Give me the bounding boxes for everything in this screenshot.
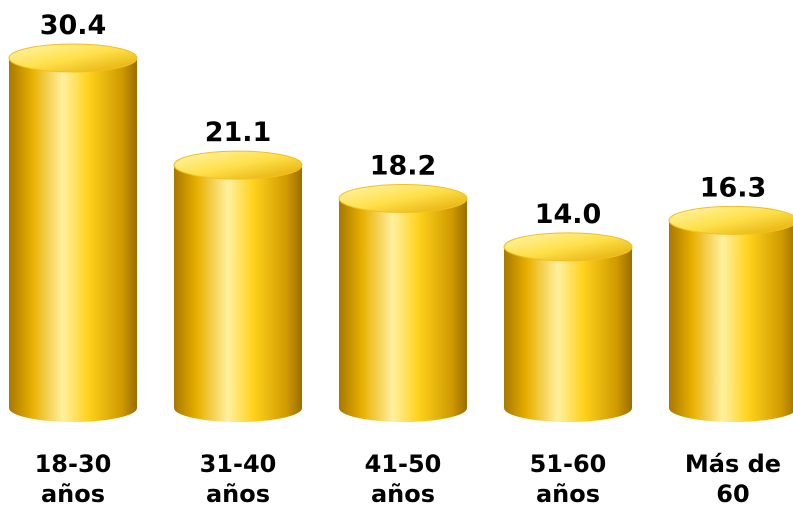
category-label-4-line-0: Más de [685,450,781,478]
category-label-1-line-1: años [206,480,270,506]
bar-top-2 [338,183,468,213]
data-label-2: 18.2 [370,150,437,181]
category-label-2-line-1: años [371,480,435,506]
category-label-3-line-1: años [536,480,600,506]
bar-4 [669,220,793,422]
category-label-3-line-0: 51-60 [530,450,607,478]
bar-top-0 [8,43,138,73]
category-label-4-line-1: 60 [716,480,749,506]
bar-top-1 [173,150,303,180]
data-label-3: 14.0 [535,199,602,230]
category-label-0-line-1: años [41,480,105,506]
bar-1 [174,165,302,422]
bar-top-3 [503,232,633,262]
data-label-4: 16.3 [700,172,767,203]
category-label-0-line-0: 18-30 [35,450,112,478]
data-label-0: 30.4 [40,10,107,41]
bar-top-4 [668,205,793,235]
bar-0 [9,58,137,422]
bar-2 [339,198,467,422]
category-labels-group: 18-30años31-40años41-50años51-60añosMás … [35,450,781,506]
value-labels-group: 30.4 21.1 18.2 14.0 16.3 [40,10,767,230]
category-label-2-line-0: 41-50 [365,450,442,478]
data-label-1: 21.1 [205,117,272,148]
category-label-1-line-0: 31-40 [200,450,277,478]
bar-3 [504,246,632,422]
bars-group [8,43,793,422]
